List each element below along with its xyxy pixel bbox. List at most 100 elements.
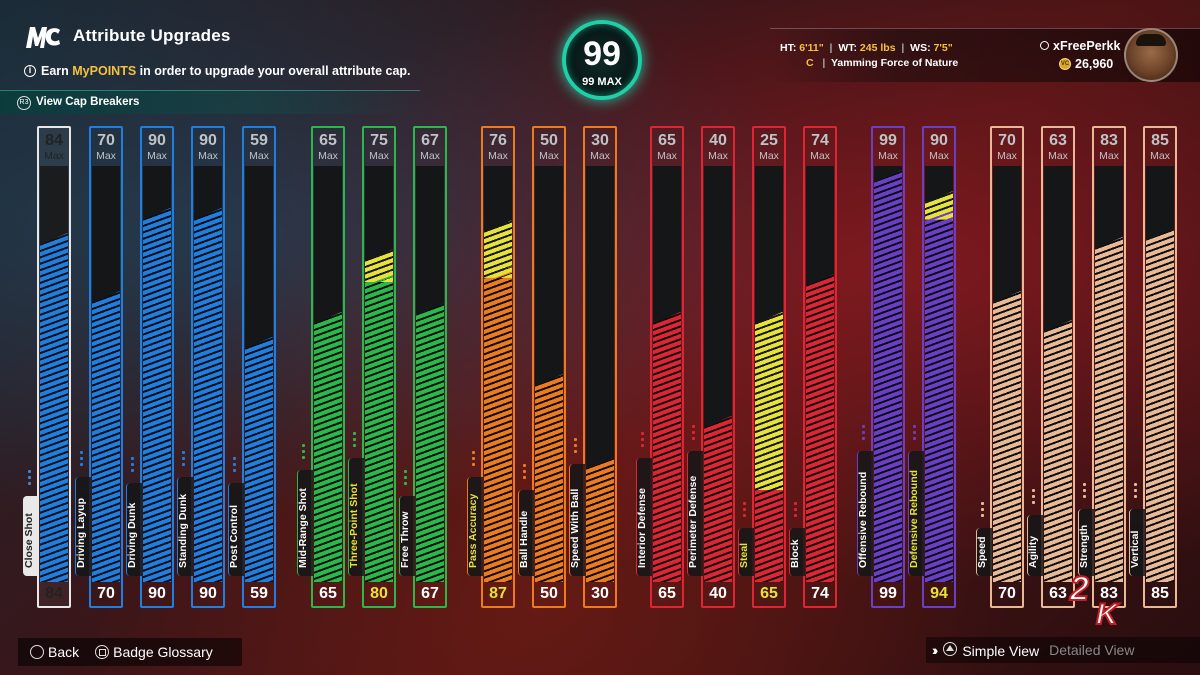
weight-value: 245 lbs [859, 42, 896, 54]
badge-dots [913, 425, 916, 443]
attribute-bar-strength[interactable]: 83 Max 83 Strength [1078, 126, 1126, 608]
attribute-name-tab [177, 476, 193, 576]
current-value: 70 [998, 585, 1016, 602]
badge-dots [743, 502, 746, 520]
current-value: 67 [421, 585, 439, 602]
attribute-name: Speed With Ball [569, 488, 581, 568]
wingspan-value: 7'5" [933, 42, 953, 54]
bar-track [874, 166, 902, 582]
page-title: Attribute Upgrades [73, 26, 231, 45]
attribute-bar-defensive-rebound[interactable]: 90 Max 94 Defensive Rebound [908, 126, 956, 608]
attribute-name: Post Control [228, 505, 240, 568]
attribute-bar-ball-handle[interactable]: 50 Max 50 Ball Handle [518, 126, 566, 608]
simple-view-button[interactable]: Simple View [943, 641, 1040, 659]
bar-boost [755, 311, 783, 490]
attribute-name: Driving Layup [75, 497, 87, 568]
attribute-bar-offensive-rebound[interactable]: 99 Max 99 Offensive Rebound [857, 126, 905, 608]
bar-fill [586, 457, 614, 582]
simple-view-label: Simple View [962, 642, 1040, 659]
bar-frame [650, 126, 684, 608]
badge-glossary-button[interactable]: Badge Glossary [95, 644, 213, 660]
bar-track [755, 166, 783, 582]
attribute-bar-free-throw[interactable]: 67 Max 67 Free Throw [399, 126, 447, 608]
bar-frame [481, 126, 515, 608]
position-info: C | Yamming Force of Nature [806, 57, 959, 69]
badge-dots [794, 502, 797, 520]
attribute-bar-mid-range-shot[interactable]: 65 Max 65 Mid-Range Shot [297, 126, 345, 608]
current-value: 70 [97, 585, 115, 602]
bar-fill [755, 478, 783, 582]
bar-track [586, 166, 614, 582]
max-label: Max [147, 150, 167, 162]
max-label: Max [198, 150, 218, 162]
bar-fill [1146, 228, 1174, 582]
vc-value: 26,960 [1075, 57, 1114, 71]
max-label: Max [96, 150, 116, 162]
player-avatar [1124, 28, 1178, 82]
position-value: C [806, 57, 814, 69]
info-icon: i [24, 65, 36, 77]
bar-track [925, 166, 953, 582]
bar-frame [1092, 126, 1126, 608]
max-value: 84 [45, 132, 63, 149]
attribute-name-tab [687, 451, 703, 576]
attribute-bar-speed-with-ball[interactable]: 30 Max 30 Speed With Ball [569, 126, 617, 608]
attribute-bar-speed[interactable]: 70 Max 70 Speed [976, 126, 1024, 608]
detailed-view-button[interactable]: Detailed View [1049, 642, 1135, 658]
subtitle-text: Earn [41, 64, 73, 78]
attribute-name: Standing Dunk [177, 493, 189, 568]
max-label: Max [810, 150, 830, 162]
attribute-bar-block[interactable]: 74 Max 74 Block [789, 126, 837, 608]
attribute-name-tab [1078, 508, 1094, 576]
height-info: HT: 6'11" | WT: 245 lbs | WS: 7'5" [780, 42, 953, 54]
max-label: Max [657, 150, 677, 162]
attribute-name: Perimeter Defense [687, 475, 699, 568]
max-label: Max [878, 150, 898, 162]
wingspan-label: WS: [910, 42, 931, 54]
attribute-bar-standing-dunk[interactable]: 90 Max 90 Standing Dunk [177, 126, 225, 608]
badge-dots [1134, 482, 1137, 501]
current-value: 65 [319, 585, 337, 602]
max-value: 76 [489, 132, 507, 149]
attribute-name-tab [297, 470, 313, 576]
current-value: 99 [879, 585, 897, 602]
back-button[interactable]: Back [30, 644, 79, 660]
attribute-name-tab [399, 496, 415, 576]
max-label: Max [44, 150, 64, 162]
badge-dots [862, 425, 865, 443]
max-label: Max [539, 150, 559, 162]
bar-frame [362, 126, 396, 608]
badge-dots [472, 450, 475, 469]
attribute-bar-close-shot[interactable]: 84 Max 84 Close Shot [23, 126, 71, 608]
attribute-bar-interior-defense[interactable]: 65 Max 65 Interior Defense [636, 126, 684, 608]
current-value: 87 [489, 585, 507, 602]
attribute-name: Vertical [1129, 530, 1141, 568]
max-value: 70 [998, 132, 1016, 149]
view-cap-breakers-button[interactable]: R3 View Cap Breakers [0, 90, 420, 114]
badge-dots [523, 463, 526, 482]
psn-icon [1040, 41, 1049, 50]
current-value: 80 [370, 585, 388, 602]
attribute-bar-driving-dunk[interactable]: 90 Max 90 Driving Dunk [126, 126, 174, 608]
attribute-bar-driving-layup[interactable]: 70 Max 70 Driving Layup [75, 126, 123, 608]
attribute-bar-three-point-shot[interactable]: 75 Max 80 Three-Point Shot [348, 126, 396, 608]
attribute-bar-steal[interactable]: 25 Max 65 Steal [738, 126, 786, 608]
attribute-bar-post-control[interactable]: 59 Max 59 Post Control [228, 126, 276, 608]
attribute-bar-agility[interactable]: 63 Max 63 Agility [1027, 126, 1075, 608]
bar-frame [990, 126, 1024, 608]
bar-fill [1095, 236, 1123, 582]
max-value: 65 [658, 132, 676, 149]
bar-frame [871, 126, 905, 608]
bar-frame [701, 126, 735, 608]
attribute-name: Offensive Rebound [857, 471, 869, 568]
triangle-button-icon [943, 641, 958, 656]
footer-left: Back Badge Glossary [18, 638, 242, 666]
max-value: 90 [148, 132, 166, 149]
page-subtitle: i Earn MyPOINTS in order to upgrade your… [24, 64, 411, 78]
bar-fill [535, 374, 563, 582]
current-value: 59 [250, 585, 268, 602]
attribute-bar-vertical[interactable]: 85 Max 85 Vertical [1129, 126, 1177, 608]
attribute-bar-pass-accuracy[interactable]: 76 Max 87 Pass Accuracy [467, 126, 515, 608]
attribute-bar-perimeter-defense[interactable]: 40 Max 40 Perimeter Defense [687, 126, 735, 608]
bar-track [1044, 166, 1072, 582]
